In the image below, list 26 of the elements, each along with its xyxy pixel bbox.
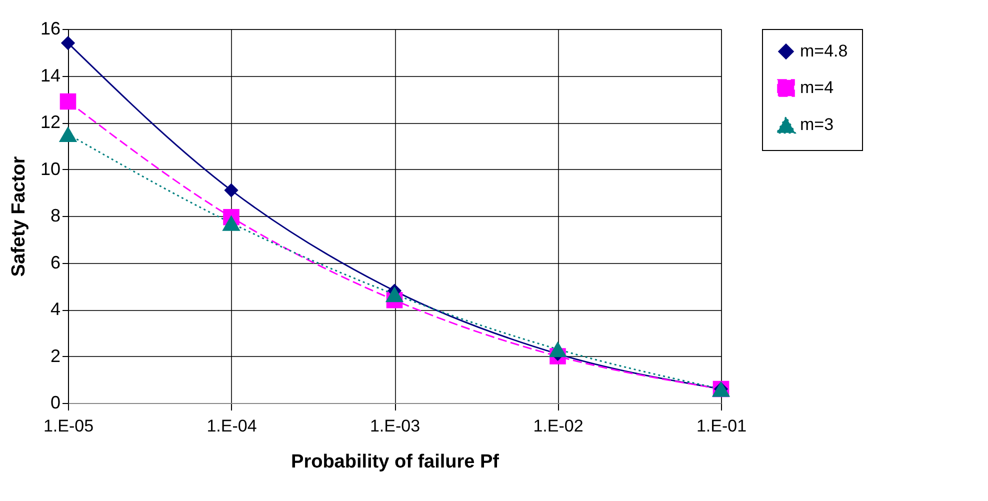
point [60,93,76,110]
legend-label: m=3 [800,115,834,134]
x-tick-label: 1.E-02 [533,416,584,436]
x-tick-label: 1.E-03 [370,416,420,436]
point [60,36,76,50]
point [385,286,404,302]
legend-label: m=4 [800,78,834,97]
point [222,215,240,231]
y-tick-label: 12 [40,112,60,132]
y-tick-label: 16 [40,18,60,38]
y-tick-label: 8 [50,206,60,226]
y-tick-label: 10 [40,158,60,179]
y-axis-title: Safety Factor [8,156,30,277]
point [548,341,567,358]
x-axis-title: Probability of failure Pf [291,452,500,472]
y-tick-label: 14 [40,65,60,86]
y-tick-label: 2 [50,346,60,366]
legend-label: m=4.8 [800,42,848,60]
y-tick-label: 4 [50,299,60,319]
y-tick-label: 6 [50,252,60,272]
x-tick-label: 1.E-01 [696,416,747,436]
y-tick-label: 0 [50,392,60,412]
x-tick-label: 1.E-04 [206,416,257,436]
x-tick-label: 1.E-05 [43,416,94,436]
point [58,126,78,142]
point [224,183,238,198]
